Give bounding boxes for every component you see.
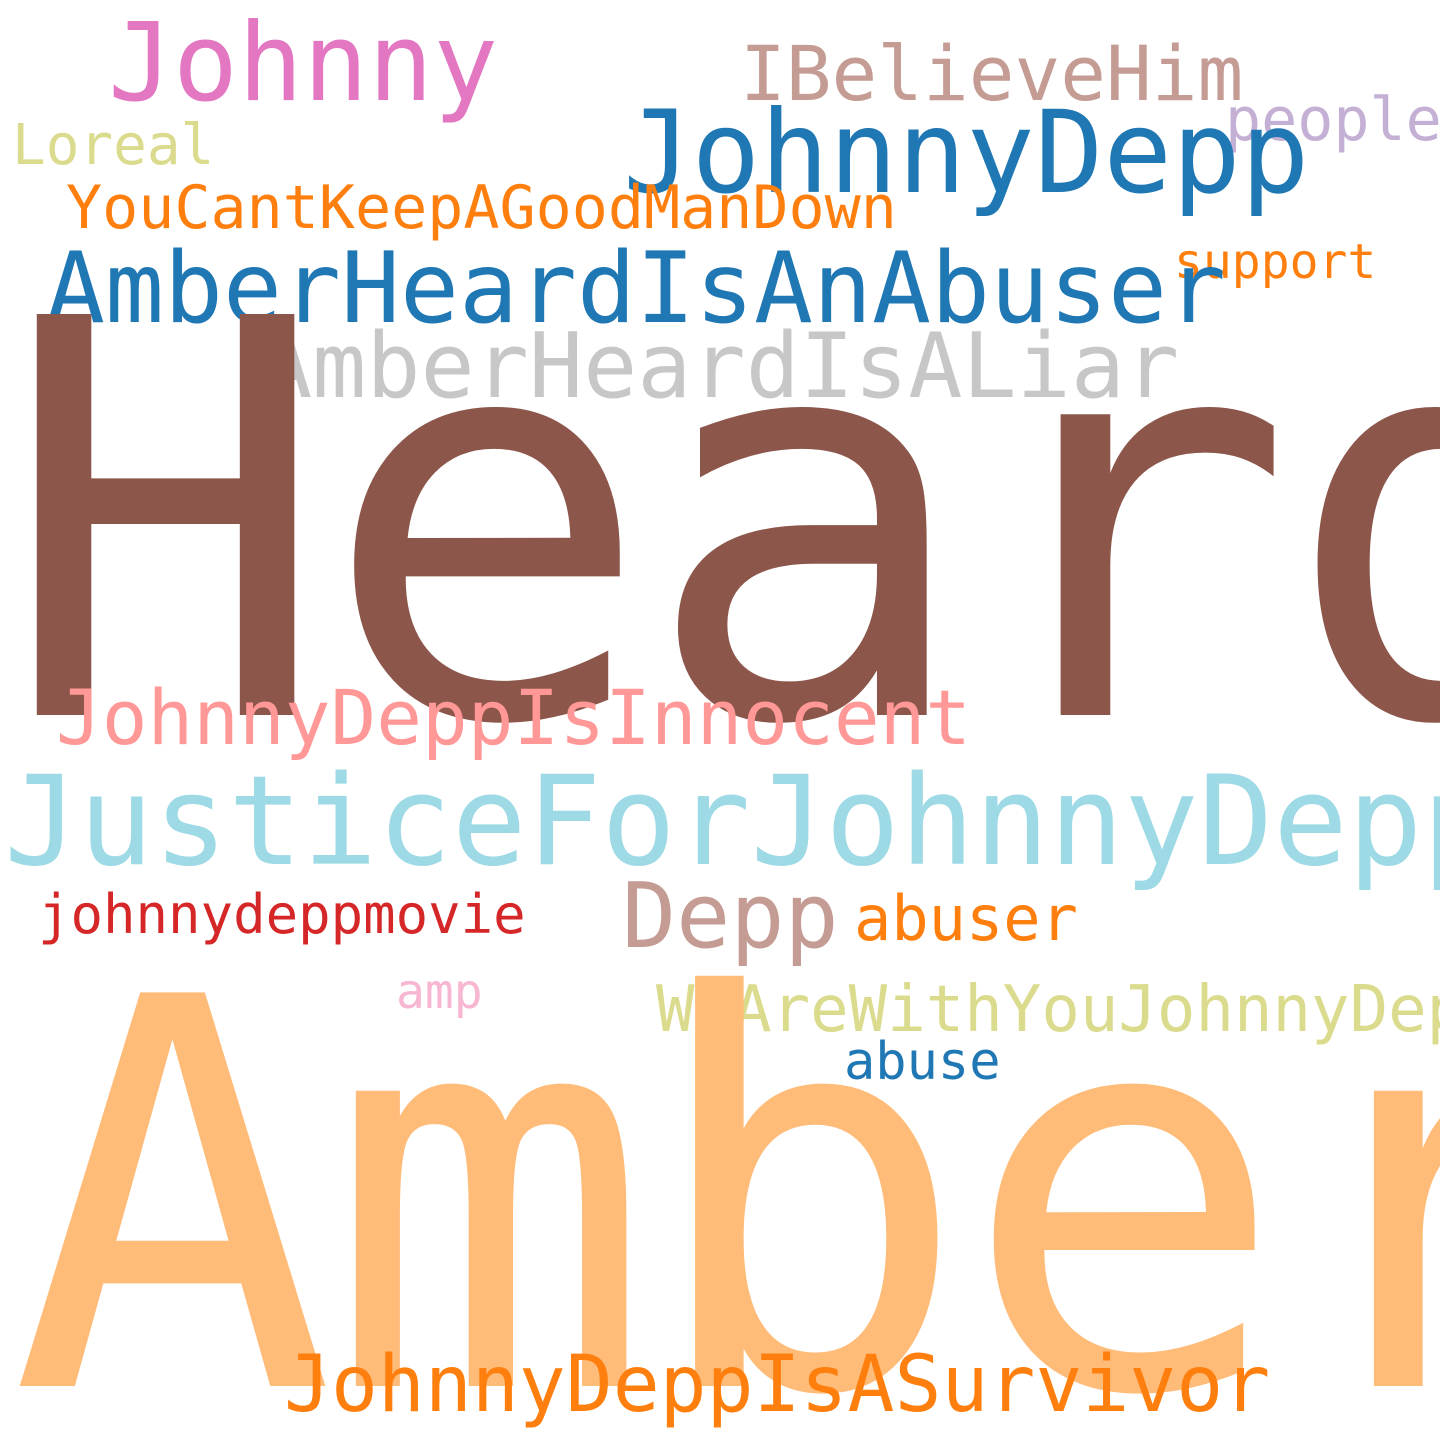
word-abuse: abuse [844,1032,1001,1092]
word-wearewithyoujohnnydepp: WeAreWithYouJohnnyDepp [656,973,1440,1047]
word-johnnydepp: JohnnyDepp [623,86,1310,219]
word-johnnydeppmovie: johnnydeppmovie [38,883,526,946]
word-people: people [1225,85,1440,155]
word-loreal: Loreal [12,113,215,178]
word-johnnydeppisinnocent: JohnnyDeppIsInnocent [56,673,972,762]
word-depp: Depp [622,864,839,969]
word-johnny: Johnny [108,1,499,126]
word-ibelievehim: IBelieveHim [740,29,1244,118]
word-amberheardisanabuser: AmberHeardIsAnAbuser [46,232,1227,346]
word-amp: amp [396,964,483,1020]
word-amber: Amber [10,886,1440,1440]
word-support: support [1174,234,1377,290]
word-youcantkeepagoodmandown: YouCantKeepAGoodManDown [66,173,897,243]
word-amberheardisaliar: AmberHeardIsALiar [258,314,1180,419]
word-heard: Heard [0,204,1440,845]
word-johnnydeppisasurvivor: JohnnyDeppIsASurvivor [284,1340,1271,1430]
word-justiceforjohnnydepp: JusticeForJohnnyDepp [4,750,1440,894]
word-abuser: abuser [854,882,1078,955]
